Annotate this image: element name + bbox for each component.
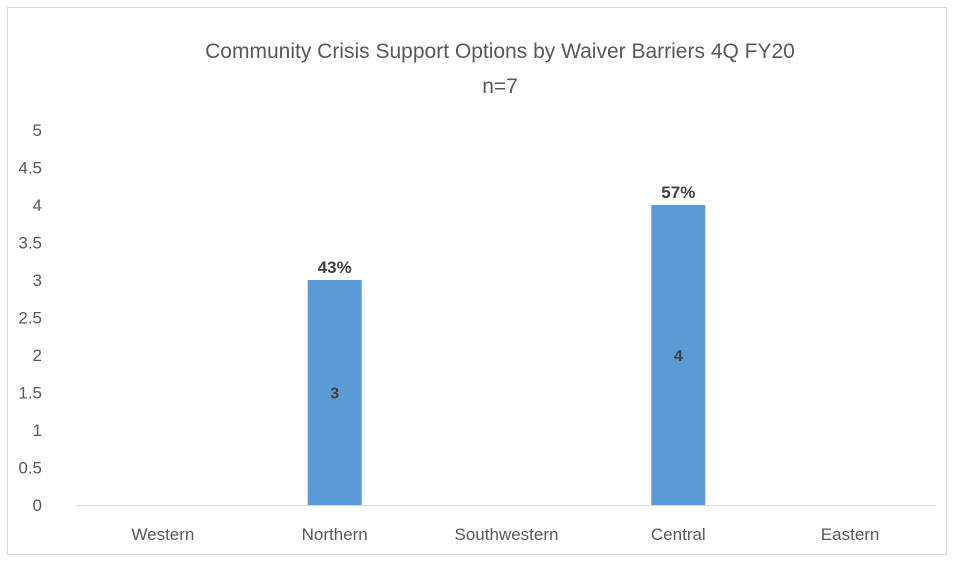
x-axis: Western Northern Southwestern Central Easter… xyxy=(77,505,936,544)
x-category-label: Northern xyxy=(302,525,368,544)
y-tick-label: 0 xyxy=(33,496,42,515)
y-tick-label: 2 xyxy=(33,346,42,365)
chart-subtitle: n=7 xyxy=(482,75,518,98)
value-label-northern: 3 xyxy=(330,386,339,403)
y-tick-label: 3.5 xyxy=(18,234,42,253)
percent-label-northern: 43% xyxy=(318,258,352,277)
chart-frame xyxy=(7,7,947,555)
bar-central xyxy=(651,205,706,505)
x-category-label: Western xyxy=(131,525,194,544)
x-category-label: Central xyxy=(651,525,706,544)
y-tick-label: 5 xyxy=(33,121,42,140)
y-tick-label: 4.5 xyxy=(18,159,42,178)
y-tick-label: 1.5 xyxy=(18,384,42,403)
y-tick-label: 4 xyxy=(33,196,42,215)
y-tick-label: 3 xyxy=(33,271,42,290)
y-tick-label: 2.5 xyxy=(18,309,42,328)
y-axis: 0 0.5 1 1.5 2 2.5 3 3.5 4 4.5 5 xyxy=(18,121,42,515)
chart-title: Community Crisis Support Options by Waiv… xyxy=(205,40,795,63)
value-label-central: 4 xyxy=(674,348,683,365)
bar-northern xyxy=(307,280,362,505)
y-tick-label: 0.5 xyxy=(18,459,42,478)
x-category-label: Eastern xyxy=(821,525,880,544)
percent-label-central: 57% xyxy=(661,183,695,202)
x-category-label: Southwestern xyxy=(455,525,559,544)
bars: 43% 3 57% 4 xyxy=(307,183,706,505)
y-tick-label: 1 xyxy=(33,421,42,440)
